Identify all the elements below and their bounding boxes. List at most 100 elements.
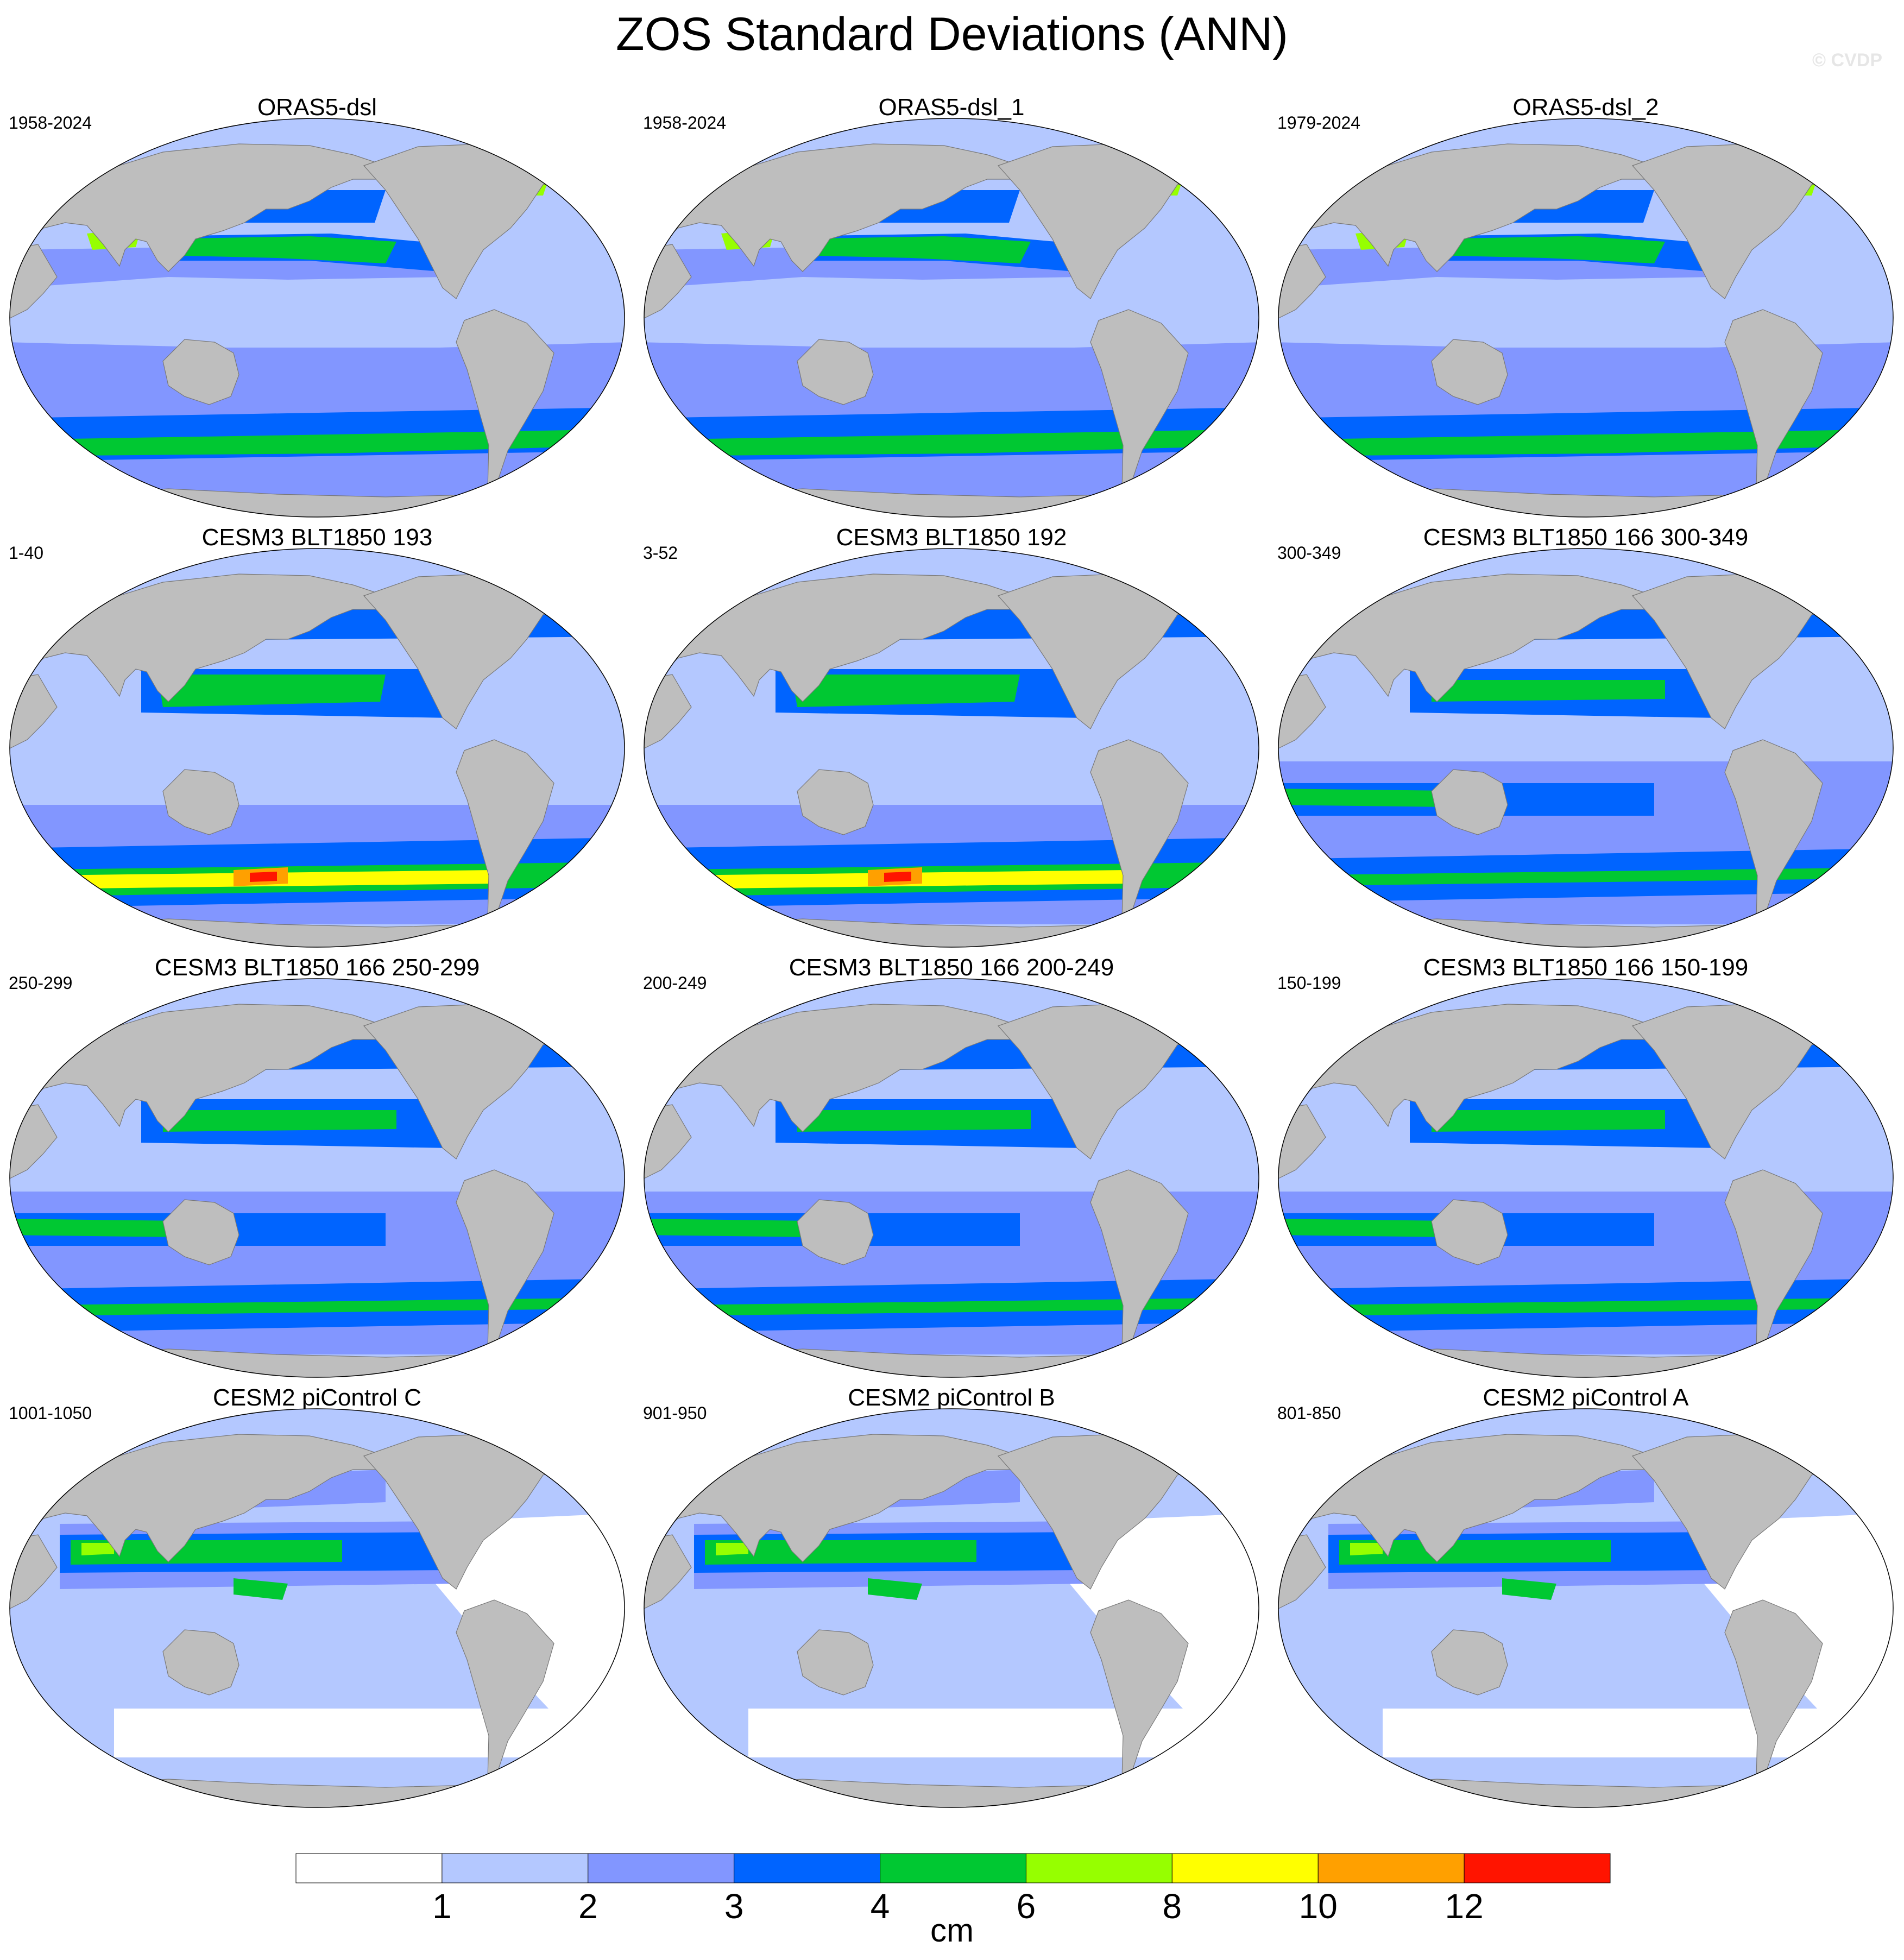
land-asia <box>1290 143 1655 272</box>
map-panel: CESM3 BLT1850 166 200-249 200-249 <box>634 953 1269 1383</box>
land-australia <box>797 769 874 835</box>
panel-title: CESM3 BLT1850 193 <box>201 524 433 551</box>
land-australia <box>162 1199 239 1265</box>
land-australia <box>797 1629 874 1696</box>
land-samerica <box>456 739 554 920</box>
land-australia <box>797 339 874 405</box>
panel-period: 1-40 <box>9 543 44 563</box>
world-map <box>9 118 625 518</box>
figure-title: ZOS Standard Deviations (ANN) <box>616 8 1288 60</box>
panel-title: CESM3 BLT1850 166 300-349 <box>1423 524 1749 551</box>
map-panel: CESM3 BLT1850 192 3-52 <box>634 522 1269 953</box>
colorbar-swatch <box>1171 1853 1319 1883</box>
world-map <box>1278 548 1894 948</box>
world-map <box>1278 978 1894 1378</box>
land-samerica <box>1090 1169 1189 1350</box>
land-samerica <box>1090 309 1189 490</box>
world-map <box>9 1408 625 1808</box>
panel-title: CESM2 piControl A <box>1483 1384 1689 1411</box>
land-asia <box>1290 1004 1655 1132</box>
panel-period: 1979-2024 <box>1277 113 1361 133</box>
map-panel: ORAS5-dsl 1958-2024 <box>0 92 634 522</box>
land-australia <box>162 769 239 835</box>
colorbar-swatch <box>588 1853 735 1883</box>
land-australia <box>1431 1629 1508 1696</box>
world-map <box>9 978 625 1378</box>
land-australia <box>1431 339 1508 405</box>
land-asia <box>655 1004 1020 1132</box>
land-australia <box>1431 769 1508 835</box>
panel-period: 150-199 <box>1277 973 1341 993</box>
map-panel: CESM3 BLT1850 166 300-349 300-349 <box>1269 522 1903 953</box>
colorbar-tick-label: 1 <box>432 1887 452 1926</box>
land-asia <box>1290 1434 1655 1562</box>
world-map <box>9 548 625 948</box>
panel-period: 200-249 <box>643 973 707 993</box>
colorbar-swatch <box>1317 1853 1465 1883</box>
map-panel: CESM3 BLT1850 166 150-199 150-199 <box>1269 953 1903 1383</box>
land-greenland <box>553 138 609 191</box>
land-australia <box>162 339 239 405</box>
land-samerica <box>1724 1169 1823 1350</box>
panel-title: CESM2 piControl B <box>848 1384 1055 1411</box>
world-map <box>1278 1408 1894 1808</box>
panel-title: ORAS5-dsl_1 <box>878 94 1025 121</box>
map-panel: ORAS5-dsl_1 1958-2024 <box>634 92 1269 522</box>
land-australia <box>797 1199 874 1265</box>
panel-period: 1001-1050 <box>9 1403 92 1423</box>
panel-title: CESM3 BLT1850 166 200-249 <box>789 954 1114 981</box>
land-greenland <box>1188 568 1243 621</box>
colorbar-tick-label: 3 <box>724 1887 744 1926</box>
colorbar-tick-label: 10 <box>1298 1887 1338 1926</box>
colorbar-swatch <box>442 1853 589 1883</box>
land-samerica <box>456 309 554 490</box>
world-map <box>644 548 1259 948</box>
land-asia <box>655 1434 1020 1562</box>
world-map <box>644 118 1259 518</box>
panel-period: 300-349 <box>1277 543 1341 563</box>
land-samerica <box>456 1599 554 1780</box>
panel-period: 801-850 <box>1277 1403 1341 1423</box>
map-panel: ORAS5-dsl_2 1979-2024 <box>1269 92 1903 522</box>
panel-period: 250-299 <box>9 973 73 993</box>
land-australia <box>1431 1199 1508 1265</box>
land-greenland <box>1188 1428 1243 1481</box>
land-asia <box>21 1004 386 1132</box>
colorbar-tick-label: 4 <box>870 1887 890 1926</box>
land-greenland <box>1822 998 1877 1051</box>
map-panel: CESM2 piControl A 801-850 <box>1269 1383 1903 1813</box>
map-panel: CESM3 BLT1850 166 250-299 250-299 <box>0 953 634 1383</box>
land-greenland <box>1822 138 1877 191</box>
land-asia <box>1290 573 1655 702</box>
panel-period: 901-950 <box>643 1403 707 1423</box>
land-greenland <box>1188 138 1243 191</box>
land-greenland <box>1822 1428 1877 1481</box>
colorbar-tick-label: 6 <box>1016 1887 1036 1926</box>
colorbar-swatch <box>1025 1853 1172 1883</box>
land-samerica <box>1090 1599 1189 1780</box>
panel-period: 1958-2024 <box>9 113 92 133</box>
map-panel: CESM2 piControl B 901-950 <box>634 1383 1269 1813</box>
panel-period: 3-52 <box>643 543 678 563</box>
world-map <box>644 1408 1259 1808</box>
colorbar-swatch <box>880 1853 1026 1883</box>
land-australia <box>162 1629 239 1696</box>
land-samerica <box>1724 309 1823 490</box>
land-asia <box>21 1434 386 1562</box>
colorbar-units: cm <box>930 1912 974 1949</box>
land-greenland <box>553 998 609 1051</box>
map-panel: CESM2 piControl C 1001-1050 <box>0 1383 634 1813</box>
land-greenland <box>1822 568 1877 621</box>
cvdp-watermark: © CVDP <box>1812 50 1882 71</box>
colorbar-swatch <box>295 1853 443 1883</box>
land-asia <box>21 143 386 272</box>
world-map <box>644 978 1259 1378</box>
land-samerica <box>1724 739 1823 920</box>
land-samerica <box>1090 739 1189 920</box>
panel-period: 1958-2024 <box>643 113 727 133</box>
colorbar-tick-label: 12 <box>1445 1887 1484 1926</box>
colorbar-tick-label: 8 <box>1162 1887 1182 1926</box>
land-asia <box>655 573 1020 702</box>
panel-title: CESM3 BLT1850 166 250-299 <box>154 954 480 981</box>
colorbar-swatch <box>734 1853 881 1883</box>
